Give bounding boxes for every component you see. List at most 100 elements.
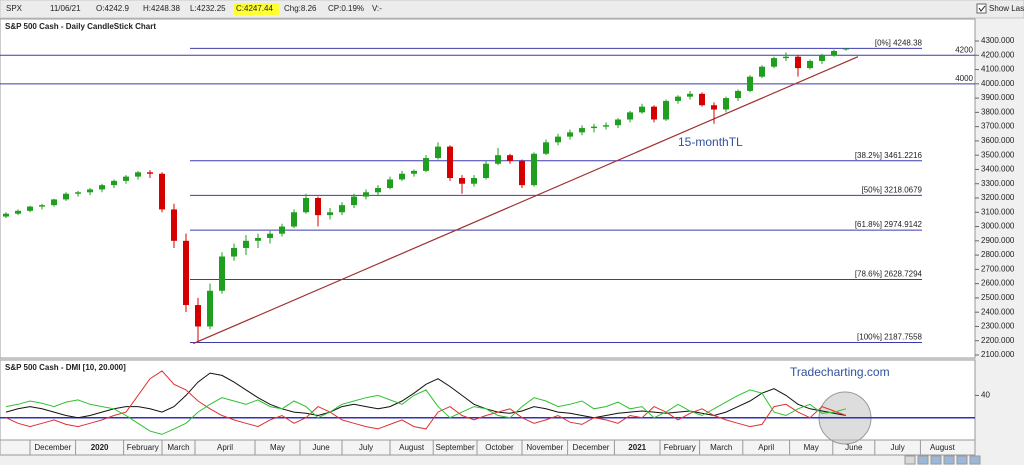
time-label: May: [270, 443, 285, 452]
time-label: March: [167, 443, 189, 452]
time-label: 2020: [91, 443, 109, 452]
y-tick-label: 2800.000: [981, 250, 1015, 259]
candle-body: [687, 93, 693, 97]
candle-body: [339, 205, 345, 213]
candle-body: [243, 240, 249, 248]
fib-label: [38.2%] 3461.2216: [855, 151, 923, 160]
candle-body: [711, 105, 717, 110]
candle-body: [135, 172, 141, 177]
candle-body: [195, 305, 201, 327]
candle-body: [699, 93, 705, 106]
y-tick-label: 3300.000: [981, 179, 1015, 188]
candle-body: [831, 50, 837, 56]
candle-body: [843, 48, 849, 50]
candle-body: [363, 192, 369, 197]
candle-body: [111, 180, 117, 186]
candle-body: [291, 212, 297, 227]
time-label: June: [312, 443, 330, 452]
candle-body: [399, 173, 405, 180]
show-last-checkbox[interactable]: [976, 3, 987, 14]
y-tick-label: 2100.000: [981, 350, 1015, 359]
time-label: February: [127, 443, 159, 452]
candle-body: [747, 76, 753, 91]
nav-button[interactable]: [943, 455, 955, 465]
candle-body: [423, 158, 429, 171]
nav-button[interactable]: [917, 455, 929, 465]
candle-body: [471, 178, 477, 184]
y-tick-label: 3800.000: [981, 107, 1015, 116]
candle-body: [39, 205, 45, 207]
y-tick-label: 4100.000: [981, 65, 1015, 74]
candle-body: [75, 192, 81, 194]
y-tick-label: 3500.000: [981, 150, 1015, 159]
nav-button[interactable]: [956, 455, 968, 465]
candle-body: [615, 119, 621, 126]
candle-body: [567, 132, 573, 137]
dmi-line: [5, 370, 847, 430]
candle-body: [375, 188, 381, 193]
high: H:4248.38: [143, 4, 180, 13]
candle-body: [351, 196, 357, 206]
time-label: December: [573, 443, 610, 452]
fib-label: [100%] 2187.7558: [857, 333, 922, 342]
candle-body: [219, 256, 225, 291]
y-tick-label: 3400.000: [981, 165, 1015, 174]
time-label: July: [890, 443, 904, 452]
candle-body: [579, 128, 585, 133]
candle-body: [735, 90, 741, 99]
y-tick-label: 40: [981, 391, 990, 400]
chart-title: S&P 500 Cash - Daily CandleStick Chart: [5, 22, 156, 31]
time-label: June: [845, 443, 863, 452]
y-tick-label: 3000.000: [981, 222, 1015, 231]
time-label: April: [217, 443, 233, 452]
candle-body: [639, 106, 645, 113]
time-label: February: [664, 443, 696, 452]
y-tick-label: 4200.000: [981, 50, 1015, 59]
nav-button[interactable]: [969, 455, 981, 465]
candle-body: [171, 209, 177, 241]
candle-body: [327, 212, 333, 216]
candle-body: [87, 189, 93, 193]
time-label: March: [710, 443, 732, 452]
show-last[interactable]: Show Last: [989, 4, 1024, 13]
candle-body: [147, 172, 153, 174]
candle-body: [783, 56, 789, 59]
candle-body: [315, 198, 321, 216]
fib-label: [50%] 3218.0679: [862, 186, 923, 195]
dmi-panel: [0, 359, 976, 441]
y-tick-label: 2500.000: [981, 293, 1015, 302]
y-tick-label: 3100.000: [981, 207, 1015, 216]
candle-body: [411, 170, 417, 174]
trendline-label: 15-monthTL: [678, 135, 743, 149]
trendline: [192, 56, 859, 345]
candle-body: [231, 247, 237, 257]
y-tick-label: 2300.000: [981, 322, 1015, 331]
candle-body: [63, 193, 69, 200]
candle-body: [435, 146, 441, 159]
candle-body: [675, 96, 681, 101]
candle-body: [267, 233, 273, 238]
y-tick-label: 2600.000: [981, 279, 1015, 288]
time-label: August: [399, 443, 425, 452]
fib-label: [61.8%] 2974.9142: [855, 220, 923, 229]
nav-button[interactable]: [904, 455, 916, 465]
time-label: August: [930, 443, 956, 452]
candle-body: [279, 226, 285, 234]
nav-button[interactable]: [930, 455, 942, 465]
y-tick-label: 2200.000: [981, 336, 1015, 345]
volume: V:-: [372, 4, 382, 13]
level-label: 4000: [955, 74, 973, 83]
candle-body: [207, 290, 213, 327]
candle-body: [495, 155, 501, 164]
candle-body: [51, 199, 57, 206]
date: 11/06/21: [50, 4, 81, 13]
candle-body: [807, 60, 813, 69]
nav-buttons: [904, 455, 981, 465]
candle-body: [27, 206, 33, 211]
fib-label: [0%] 4248.38: [875, 38, 923, 47]
time-label: 2021: [628, 443, 646, 452]
candle-body: [123, 176, 129, 181]
symbol: SPX: [6, 4, 23, 13]
candle-body: [591, 126, 597, 129]
